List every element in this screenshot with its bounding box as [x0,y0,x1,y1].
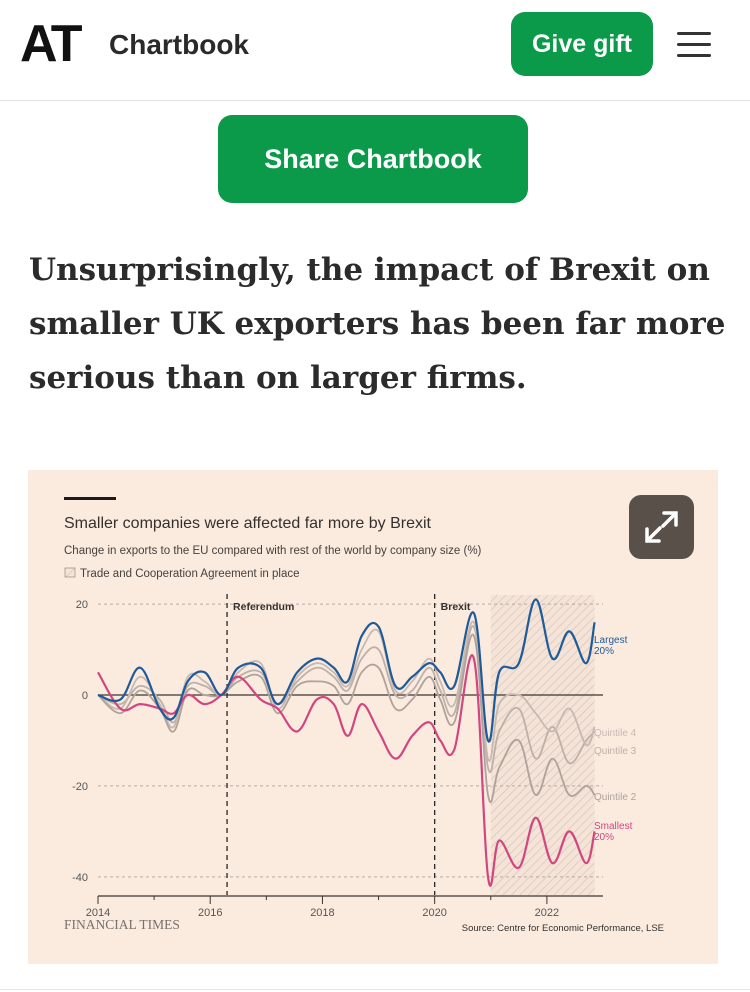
ft-credit: FINANCIAL TIMES [64,917,180,932]
y-tick-label: 20 [76,599,88,611]
series-label-quintile-3: Quintile 3 [594,746,637,757]
annotation-label: Brexit [441,601,471,613]
page-divider [0,989,750,990]
tca-legend-label: Trade and Cooperation Agreement in place [80,568,300,580]
series-line-quintile-4 [97,620,596,762]
chart-figure: Smaller companies were affected far more… [28,470,718,964]
top-bar: AT Chartbook Give gift [0,0,750,101]
series-label-largest: Largest [594,635,628,646]
site-logo[interactable]: AT [20,15,82,73]
chart-subtitle: Change in exports to the EU compared wit… [64,545,482,557]
x-tick-label: 2022 [535,907,559,919]
article-headline: Unsurprisingly, the impact of Brexit on … [29,252,726,396]
series-line-quintile-2 [97,633,596,804]
chart-title: Smaller companies were affected far more… [64,515,432,532]
series-label-quintile-4: Quintile 4 [594,728,637,739]
chart-source: Source: Centre for Economic Performance,… [462,923,664,934]
series-line-smallest [97,654,596,887]
x-tick-label: 2020 [422,907,446,919]
series-line-largest [97,598,596,743]
series-label-largest-pct: 20% [594,646,614,657]
share-chartbook-button[interactable]: Share Chartbook [218,115,528,203]
y-tick-label: 0 [82,690,88,702]
y-tick-label: -40 [72,872,88,884]
x-tick-label: 2016 [198,907,222,919]
annotation-label: Referendum [233,601,294,613]
series-label-smallest-pct: 20% [594,832,614,843]
x-tick-label: 2018 [310,907,334,919]
chart-svg: Smaller companies were affected far more… [64,497,664,934]
hamburger-menu-icon[interactable] [677,29,711,59]
expand-arrows-icon[interactable] [629,495,694,559]
series-label-smallest: Smallest [594,821,633,832]
x-tick-label: 2014 [86,907,110,919]
y-tick-label: -20 [72,781,88,793]
series-label-quintile-2: Quintile 2 [594,792,637,803]
give-gift-button[interactable]: Give gift [511,12,653,76]
series-line-quintile-3 [97,625,596,773]
brand-name[interactable]: Chartbook [109,29,249,60]
title-rule [64,497,116,500]
tca-legend-swatch [64,567,76,578]
